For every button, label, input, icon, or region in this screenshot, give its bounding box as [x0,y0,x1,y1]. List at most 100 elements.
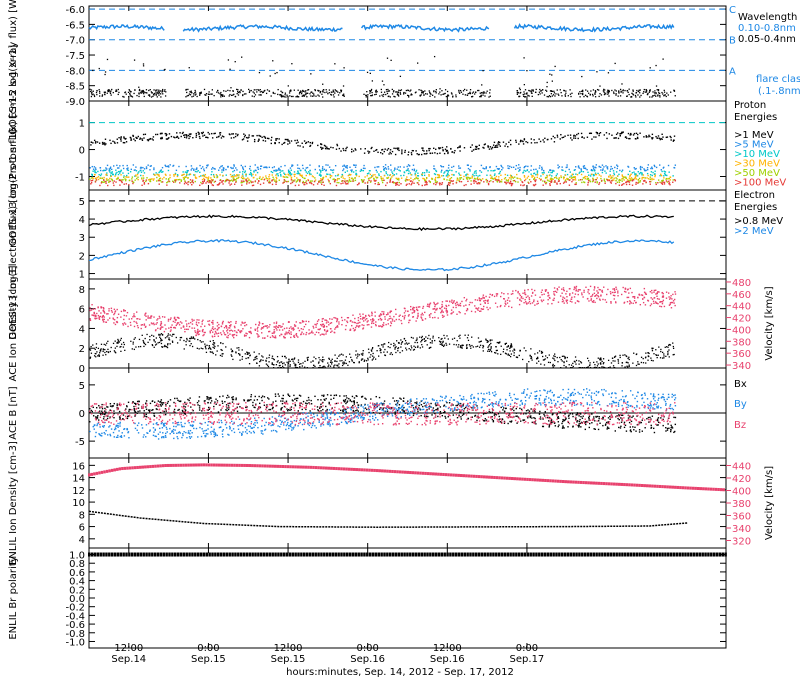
series-point-xray-short [334,89,336,91]
series-point-proton [470,180,472,182]
series-point-proton [336,181,338,184]
series-point-proton [657,182,659,184]
series-point-velocity [324,329,326,332]
series-point-proton [283,142,285,144]
series-point-velocity [441,309,443,311]
series-point-xray-short [158,89,160,91]
series-point-proton [99,167,102,169]
series-point-velocity [650,289,653,292]
series-point-xray-short [622,90,624,92]
series-point-velocity [602,298,604,301]
series-point-proton [90,141,93,143]
series-point-proton [637,178,640,181]
series-point-velocity [389,315,391,318]
series-point-xray-short [596,71,598,73]
series-point-xray-short [591,93,594,96]
series-point-proton [236,173,238,176]
series-point-proton [326,146,328,148]
series-point-proton [573,176,576,178]
series-point-proton [170,135,173,138]
series-point-proton [121,179,123,181]
series-point-density [372,352,374,355]
series-point-xray-short [93,94,95,96]
series-point-velocity [642,298,644,300]
series-point-proton [514,168,517,170]
series-point-proton [151,138,153,140]
series-point-proton [391,150,394,153]
series-point-proton [498,179,500,182]
series-point-proton [493,141,496,144]
series-point-proton [233,179,235,181]
series-point-velocity [536,300,539,302]
series-point-proton [262,139,264,142]
series-point-xray-short [410,89,412,91]
series-point-velocity [487,302,489,304]
series-point-xray-short [337,91,339,93]
series-point-proton [262,176,264,179]
series-point-proton [651,174,653,177]
series-point-proton [673,139,675,141]
series-point-proton [101,181,103,183]
series-point-proton [477,179,479,181]
series-point-xray-short [111,88,113,91]
series-point-density [514,349,516,351]
series-point-proton [302,180,305,183]
series-point-proton [493,174,496,177]
series-point-proton [404,151,406,154]
series-point-density [117,340,120,342]
series-point-density [597,363,599,365]
series-point-density [413,348,416,351]
series-point-proton [560,176,562,179]
series-point-proton [423,172,426,174]
series-point-density [593,361,595,364]
series-point-proton [443,178,445,180]
series-point-proton [271,171,274,174]
series-point-xray-short [232,94,234,96]
series-point-xray-short [117,88,119,91]
series-point-density [509,355,512,358]
series-point-density [441,343,443,345]
series-point-proton [193,169,195,171]
series-point-proton [595,173,597,176]
series-point-proton [187,183,189,186]
series-point-density [153,339,155,341]
series-point-proton [400,183,402,185]
series-point-density [89,348,91,351]
series-point-velocity [322,326,325,328]
series-point-velocity [172,320,175,323]
series-point-proton [433,173,436,175]
series-point-velocity [197,328,199,331]
series-point-velocity [641,294,644,297]
series-point-xray-short [635,92,637,94]
series-point-proton [523,166,525,169]
series-point-proton [641,166,643,169]
series-point-velocity [389,311,391,314]
series-point-velocity [597,296,600,298]
series-point-velocity [387,319,389,321]
series-point-xray-short [655,95,657,97]
series-point-proton [241,175,244,177]
series-point-proton [525,165,527,167]
series-point-proton [275,183,277,185]
series-point-proton [125,183,128,185]
series-point-xray-short [524,96,526,98]
series-point-xray-short [145,92,147,94]
series-point-proton [252,135,255,137]
series-point-proton [487,146,489,148]
series-point-proton [394,153,397,156]
series-point-proton [475,174,477,177]
series-point-xray-short [649,90,651,92]
series-point-xray-short [622,89,624,91]
series-point-xray-short [255,89,257,91]
series-point-density [268,354,271,356]
series-point-velocity [378,325,380,328]
series-point-proton [283,179,286,181]
series-point-proton [613,179,615,181]
series-point-xray-short [343,93,345,95]
series-point-velocity [250,332,252,335]
series-point-velocity [329,322,331,325]
series-point-velocity [382,313,385,315]
series-point-velocity [483,305,485,308]
series-point-velocity [662,296,665,298]
series-point-xray-short [340,90,342,93]
